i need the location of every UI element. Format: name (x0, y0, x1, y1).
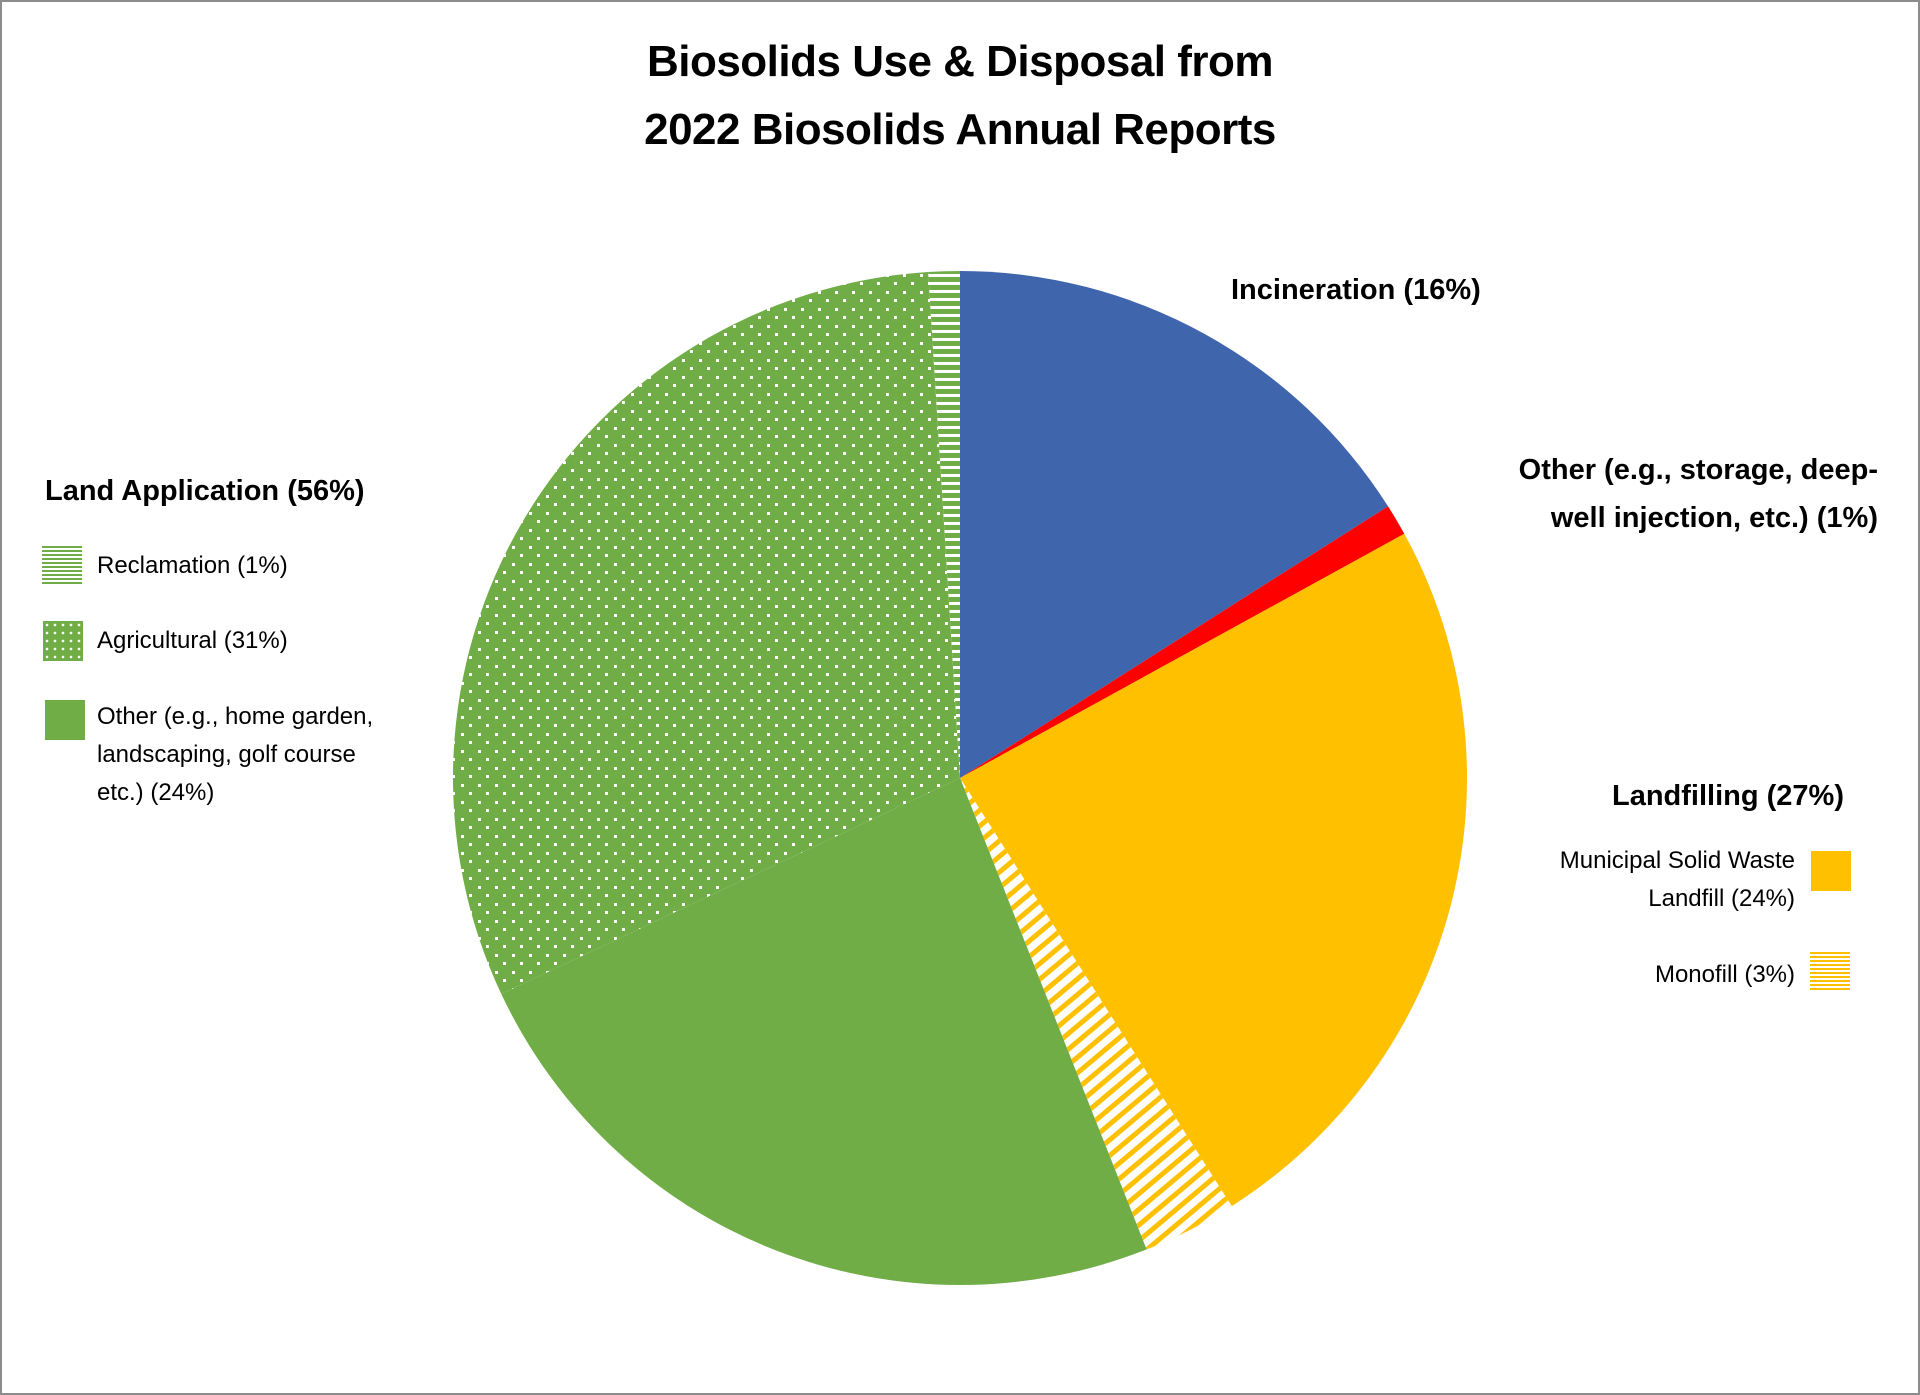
pie-slice-agricultural (452, 272, 960, 994)
legend-title-land-application: Land Application (56%) (45, 475, 365, 507)
legend-swatch-msw-landfill (1811, 851, 1851, 891)
legend-label-msw-line-1: Municipal Solid Waste (1559, 847, 1795, 874)
legend-swatch-agricultural (43, 621, 83, 661)
legend-swatch-reclamation (42, 546, 82, 586)
legend-label-reclamation: Reclamation (1%) (97, 552, 288, 579)
legend-label-msw-landfill: Municipal Solid Waste Landfill (24%) (1560, 842, 1795, 918)
chart-title: Biosolids Use & Disposal from 2022 Bioso… (0, 28, 1920, 164)
legend-label-agricultural: Agricultural (31%) (97, 627, 288, 654)
legend-label-other-line-1: Other (e.g., home garden, (97, 703, 374, 730)
pie-slice-other-disposal (960, 506, 1405, 778)
legend-label-other-line-2: landscaping, golf course (97, 741, 356, 768)
pie-slice-incineration (960, 271, 1389, 778)
legend-label-other-line-3: etc.) (24%) (97, 779, 215, 806)
legend-label-monofill: Monofill (3%) (1654, 961, 1795, 988)
pie-slice-other-land-application (501, 778, 1147, 1286)
legend-label-msw-line-2: Landfill (24%) (1648, 885, 1795, 912)
legend-title-landfilling: Landfilling (27%) (1612, 780, 1844, 812)
pie-slice-msw-landfill (960, 533, 1467, 1207)
legend-swatch-other-land-application (45, 700, 85, 740)
pie-slices (452, 271, 1467, 1286)
legend-label-other-land-application: Other (e.g., home garden, landscaping, g… (97, 698, 373, 812)
label-incineration: Incineration (16%) (1231, 274, 1481, 306)
label-other-disposal-line-1: Other (e.g., storage, deep- (1518, 454, 1878, 486)
chart-title-line-2: 2022 Biosolids Annual Reports (644, 105, 1276, 154)
pie-slice-reclamation (928, 271, 960, 778)
legend-swatch-monofill (1810, 952, 1850, 992)
pie-slice-monofill (960, 778, 1232, 1250)
label-other-disposal-line-2: well injection, etc.) (1%) (1550, 502, 1878, 534)
chart-title-line-1: Biosolids Use & Disposal from (646, 37, 1274, 86)
